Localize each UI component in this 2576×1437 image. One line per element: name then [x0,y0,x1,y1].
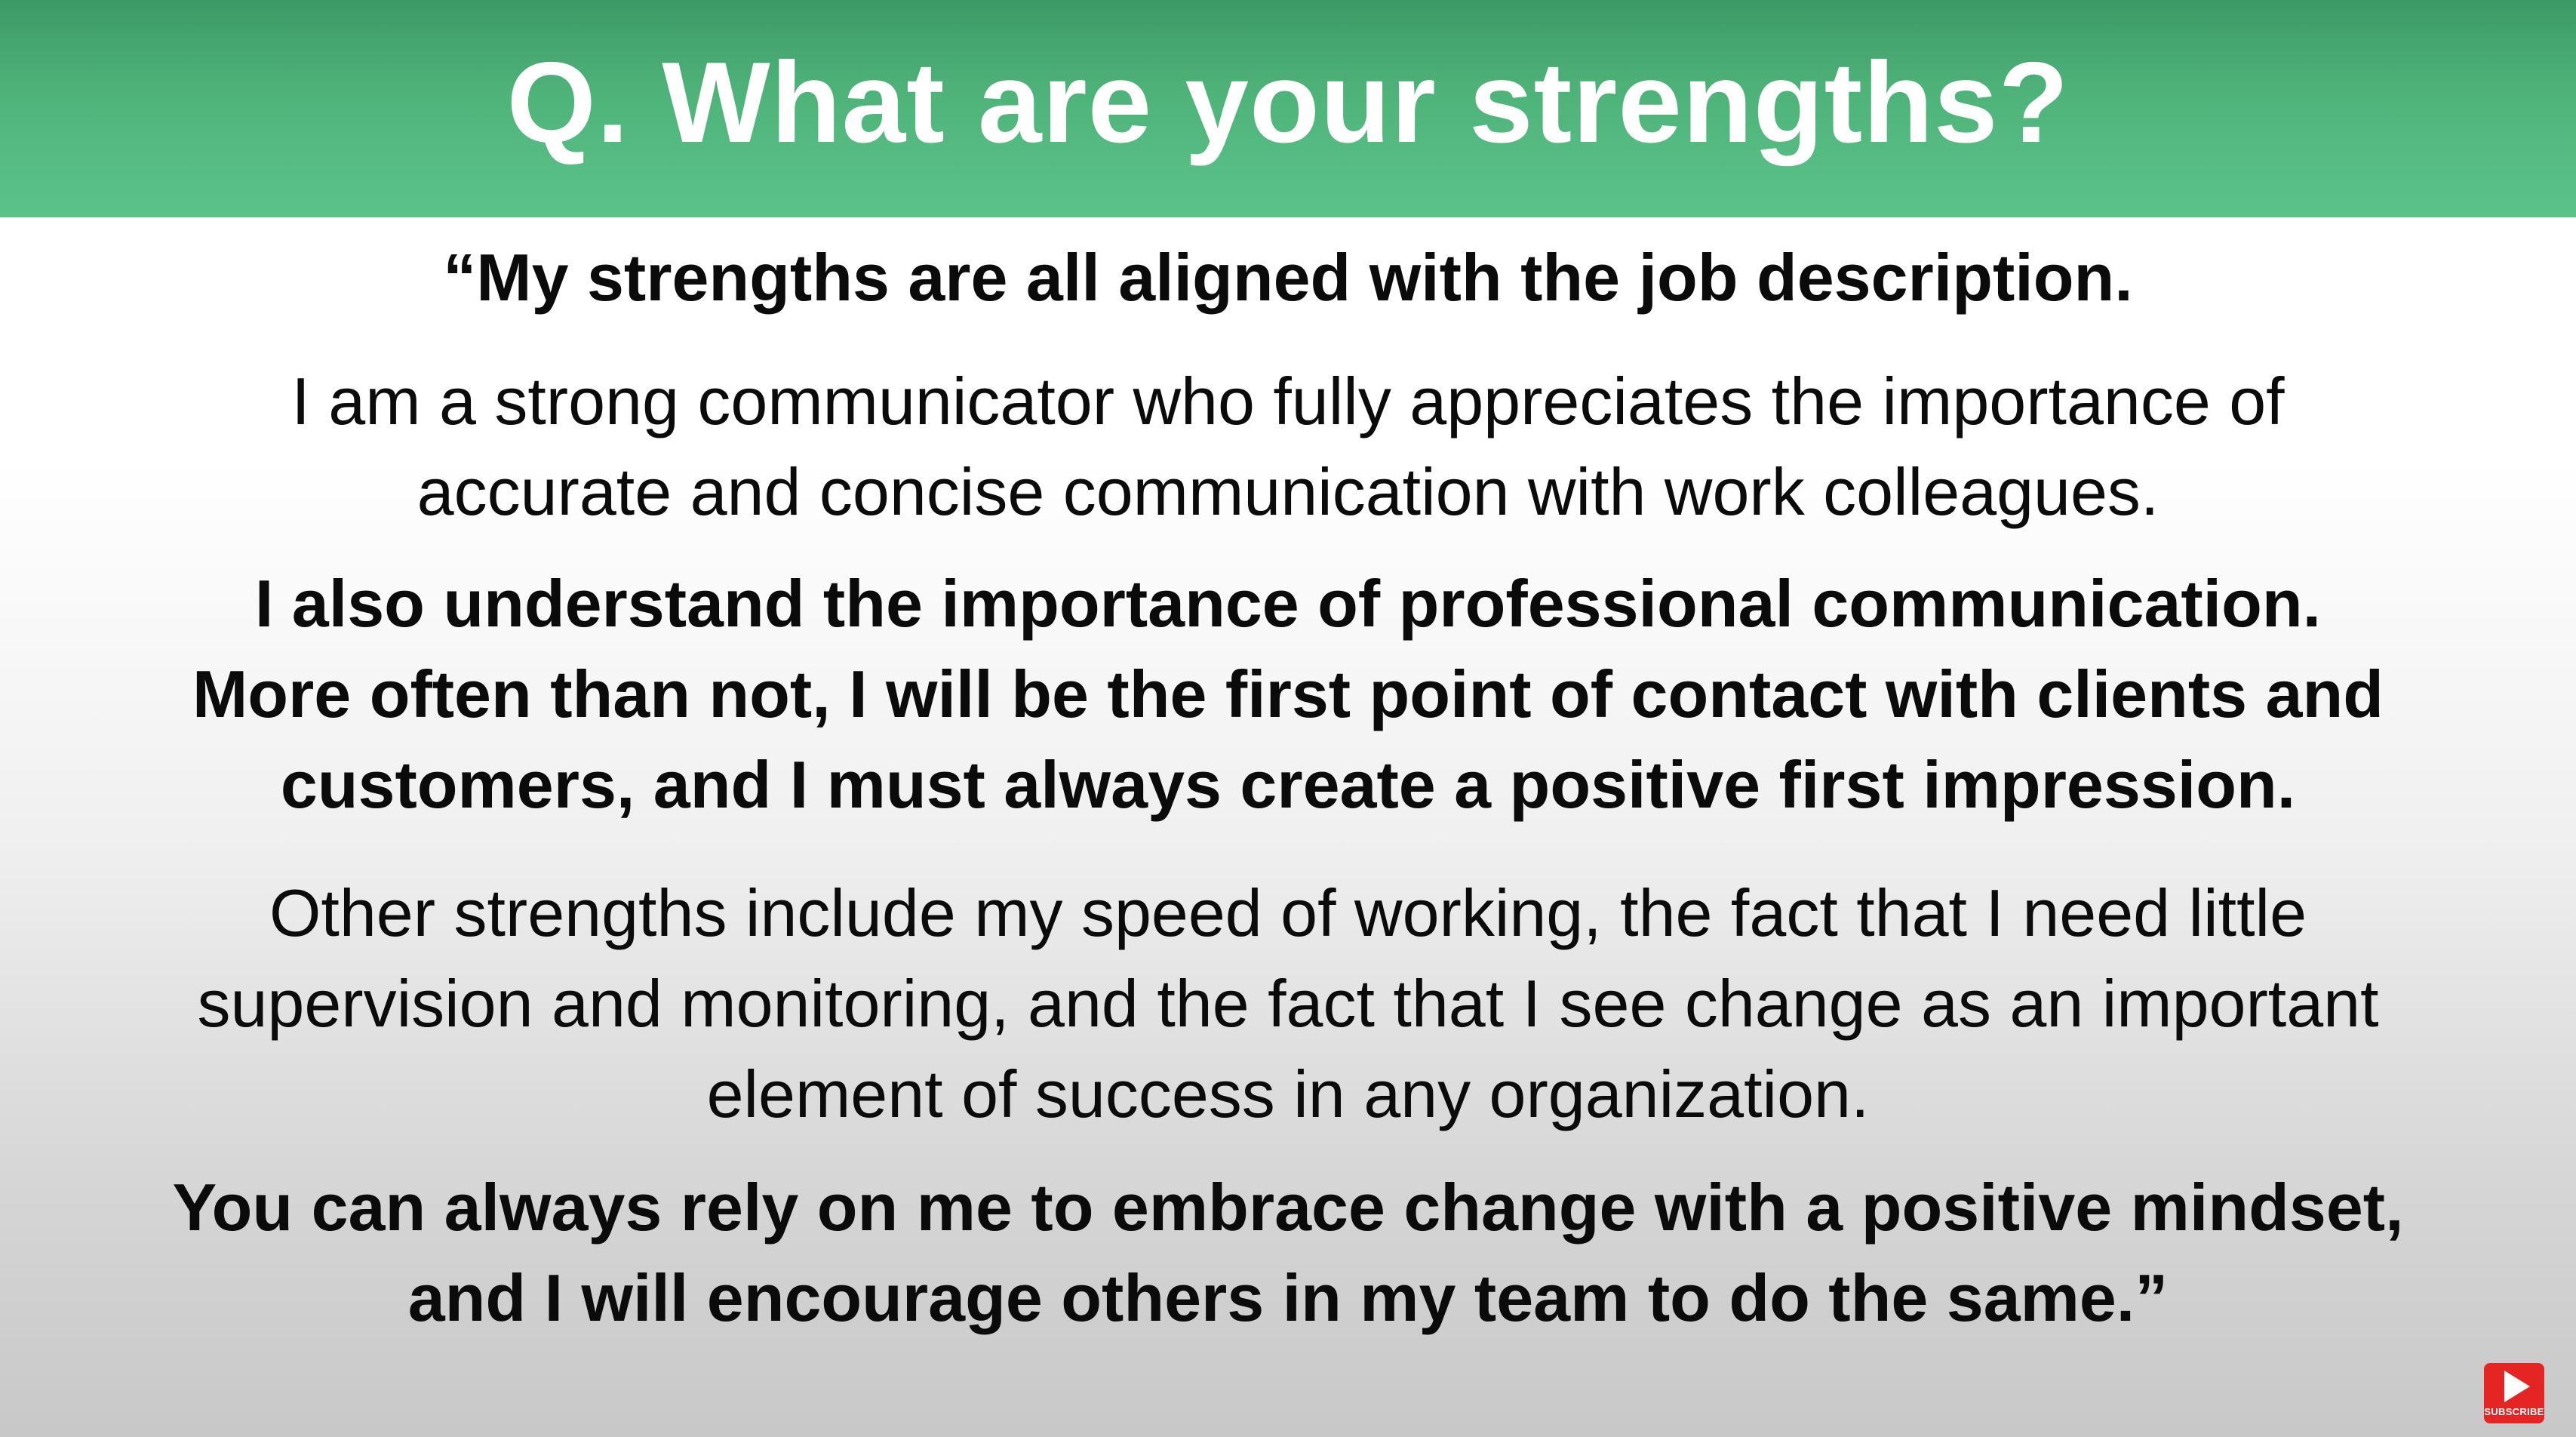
answer-line: element of success in any organization. [706,1057,1870,1131]
answer-line: You can always rely on me to embrace cha… [172,1170,2404,1245]
play-icon [2504,1371,2530,1402]
answer-line: accurate and concise communication with … [417,454,2159,529]
answer-content: “My strengths are all aligned with the j… [0,217,2576,1437]
answer-paragraph-5: You can always rely on me to embrace cha… [0,1162,2576,1343]
header-banner: Q. What are your strengths? [0,0,2576,217]
answer-line: supervision and monitoring, and the fact… [197,966,2379,1041]
answer-line: Other strengths include my speed of work… [269,875,2307,950]
page-title: Q. What are your strengths? [506,38,2070,167]
answer-line: and I will encourage others in my team t… [407,1260,2169,1335]
answer-paragraph-3: I also understand the importance of prof… [0,558,2576,830]
answer-line: More often than not, I will be the first… [192,657,2384,731]
answer-line: “My strengths are all aligned with the j… [443,240,2133,315]
subscribe-label: SUBSCRIBE [2484,1406,2544,1417]
answer-line: I am a strong communicator who fully app… [291,364,2285,438]
subscribe-button[interactable]: SUBSCRIBE [2484,1363,2544,1423]
answer-paragraph-2: I am a strong communicator who fully app… [0,356,2576,537]
answer-line: customers, and I must always create a po… [280,747,2296,822]
answer-paragraph-1: “My strengths are all aligned with the j… [0,232,2576,323]
answer-paragraph-4: Other strengths include my speed of work… [0,868,2576,1140]
answer-line: I also understand the importance of prof… [254,566,2322,641]
